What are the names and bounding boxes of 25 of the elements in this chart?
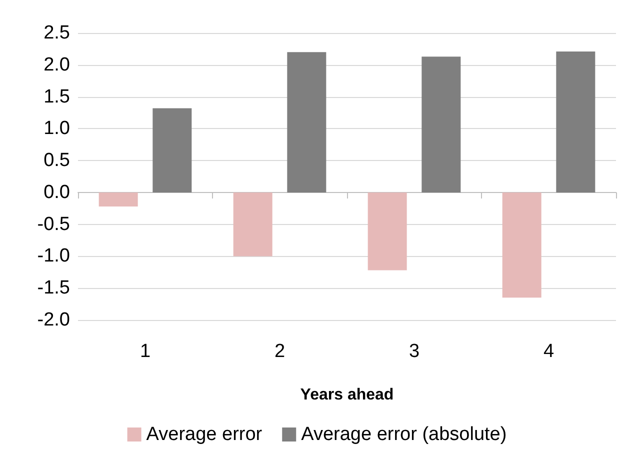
bar — [502, 192, 542, 298]
bar — [368, 192, 407, 270]
y-tick-label: -2.0 — [37, 310, 70, 330]
y-tick-label: 1.5 — [44, 86, 70, 108]
y-tick-label: 0.0 — [44, 182, 70, 203]
x-tick-label: 3 — [408, 341, 420, 362]
bar — [287, 52, 326, 192]
y-tick-label: 2.5 — [44, 22, 70, 44]
x-tick-label: 2 — [274, 341, 286, 362]
y-tick-label: 1.0 — [44, 118, 70, 140]
y-tick-label: -1.5 — [37, 278, 70, 299]
x-tick-label: 1 — [140, 341, 151, 362]
bar — [233, 192, 272, 256]
legend-label: Average error — [146, 424, 263, 445]
y-tick-label: -1.0 — [37, 246, 70, 267]
legend-label: Average error (absolute) — [301, 424, 507, 445]
bar — [152, 108, 192, 192]
bar — [556, 51, 596, 192]
y-tick-label: 0.5 — [44, 150, 70, 172]
y-tick-label: 2.0 — [44, 54, 70, 76]
x-axis-title: Years ahead — [300, 386, 394, 404]
y-tick-label: -0.5 — [37, 214, 70, 235]
bar — [98, 192, 138, 206]
x-tick-label: 4 — [543, 341, 554, 362]
bar — [422, 56, 461, 192]
